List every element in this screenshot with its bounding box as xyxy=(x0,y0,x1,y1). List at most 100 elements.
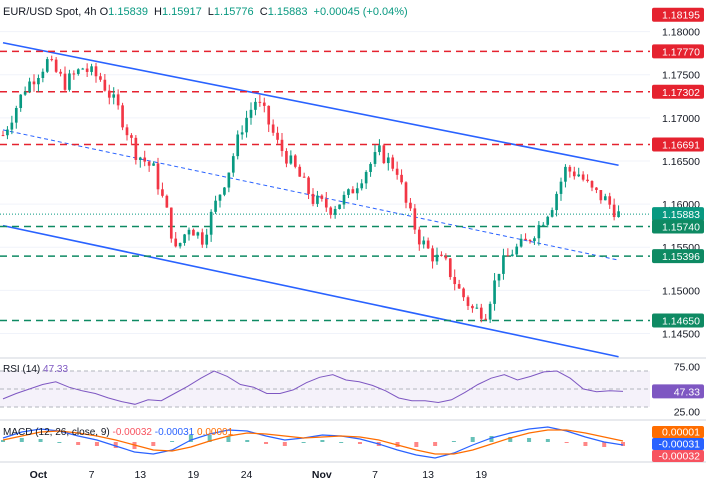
macd-hist-value: -0.00032 xyxy=(112,427,152,438)
candle-body xyxy=(94,66,98,77)
candle-body xyxy=(537,225,541,239)
candle-body xyxy=(161,189,164,196)
candle-body xyxy=(85,68,89,72)
open-label: O xyxy=(99,6,109,18)
open-value: 1.15839 xyxy=(108,6,148,18)
low-label: L xyxy=(207,6,214,18)
macd-histogram-bar xyxy=(188,435,193,442)
candle-body xyxy=(550,210,554,217)
candle-body xyxy=(382,145,386,164)
rsi-line xyxy=(2,370,624,405)
candle-body xyxy=(32,81,36,85)
candle-body xyxy=(276,132,279,140)
candle-body xyxy=(236,134,240,157)
macd-histogram-bar xyxy=(339,442,344,443)
y-tick-label: 1.14500 xyxy=(662,328,700,340)
macd-histogram-bar xyxy=(170,441,175,442)
high-label: H xyxy=(154,6,162,18)
rsi-tick-label: 25.00 xyxy=(674,407,700,419)
x-tick-label: 19 xyxy=(188,469,200,481)
macd-value-label: -0.00031 xyxy=(659,439,701,451)
y-tick-label: 1.17000 xyxy=(662,113,700,125)
candle-body xyxy=(6,129,9,136)
level-label-box xyxy=(652,84,704,99)
candle-body xyxy=(307,177,310,194)
macd-histogram-bar xyxy=(470,437,475,442)
candle-body xyxy=(196,232,200,236)
candle-body xyxy=(200,232,204,245)
candle-body xyxy=(293,155,297,167)
candle-body xyxy=(41,71,45,78)
symbol-label: EUR/USD Spot, 4h xyxy=(3,6,97,18)
candle-body xyxy=(316,195,319,204)
candle-body xyxy=(125,127,129,136)
rsi-header: RSI (14) 47.33 xyxy=(3,364,68,375)
macd-histogram-bar xyxy=(602,442,607,447)
candle-body xyxy=(59,71,62,74)
candle-body xyxy=(311,193,315,204)
candle-body xyxy=(289,155,293,164)
macd-histogram-bar xyxy=(76,442,81,445)
macd-histogram-bar xyxy=(282,442,287,446)
macd-histogram-bar xyxy=(414,442,419,447)
macd-histogram-bar xyxy=(320,440,325,442)
candle-body xyxy=(546,216,550,225)
candle-body xyxy=(386,157,390,164)
x-tick-label: 19 xyxy=(475,469,487,481)
candle-body xyxy=(515,246,519,255)
macd-histogram-bar xyxy=(527,438,532,442)
candle-body xyxy=(431,248,434,262)
candle-body xyxy=(506,255,510,257)
candle-body xyxy=(564,166,567,182)
level-label-text: 1.18195 xyxy=(662,10,700,22)
candle-body xyxy=(440,254,443,256)
candle-body xyxy=(581,174,585,180)
macd-histogram-bar xyxy=(57,442,62,443)
candle-body xyxy=(183,234,186,243)
candle-body xyxy=(14,107,18,123)
macd-histogram-bar xyxy=(301,442,306,443)
candle-body xyxy=(612,204,616,218)
level-label-box xyxy=(652,137,704,152)
candle-body xyxy=(595,187,598,191)
macd-histogram-bar xyxy=(451,441,456,442)
macd-histogram-bar xyxy=(508,437,513,442)
candle-body xyxy=(1,135,5,137)
candle-body xyxy=(280,139,284,152)
candle-body xyxy=(130,135,133,138)
price-pane xyxy=(0,31,650,358)
candle-body xyxy=(617,211,620,218)
candle-body xyxy=(559,181,563,194)
rsi-value-label: 47.33 xyxy=(674,386,700,398)
candle-body xyxy=(479,307,483,319)
candle-body xyxy=(391,157,395,169)
candle-body xyxy=(413,208,417,230)
candle-body xyxy=(134,137,138,160)
candle-body xyxy=(165,195,169,208)
rsi-pane xyxy=(0,370,650,408)
candle-body xyxy=(231,156,235,173)
candle-body xyxy=(267,105,271,125)
axes: 1.180001.175001.170001.165001.160001.155… xyxy=(0,7,706,481)
candle-body xyxy=(23,91,27,95)
macd-pane xyxy=(1,426,625,459)
candle-body xyxy=(493,280,496,304)
change-value: +0.00045 (+0.04%) xyxy=(313,6,408,18)
candle-body xyxy=(400,174,403,183)
channel-middle-line xyxy=(2,129,619,261)
macd-histogram-bar xyxy=(113,442,118,448)
macd-value-label: 0.00001 xyxy=(662,427,700,439)
candle-body xyxy=(169,207,173,239)
candle-body xyxy=(81,68,85,70)
candle-body xyxy=(147,161,151,166)
x-tick-label: Nov xyxy=(312,469,332,481)
macd-signal-line xyxy=(2,429,624,455)
candle-body xyxy=(209,211,213,235)
candle-body xyxy=(533,238,536,242)
candle-body xyxy=(577,174,581,177)
macd-histogram-bar xyxy=(357,442,362,444)
candle-body xyxy=(448,258,452,278)
candle-body xyxy=(342,194,346,205)
level-label-text: 1.17302 xyxy=(662,87,700,99)
candle-body xyxy=(258,101,262,103)
